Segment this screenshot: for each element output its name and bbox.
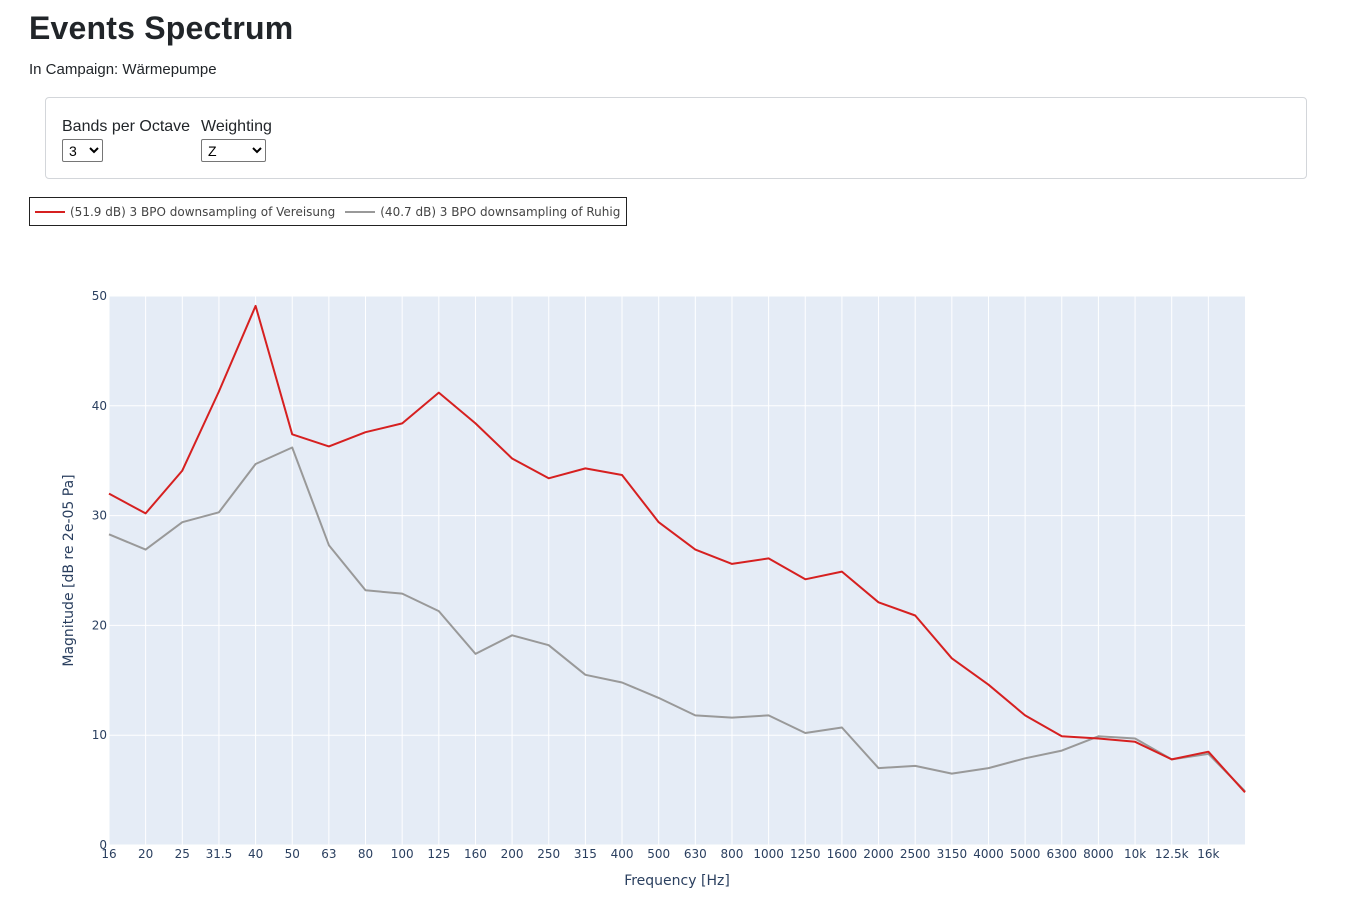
x-tick-label: 400 <box>611 847 634 861</box>
x-tick-label: 160 <box>464 847 487 861</box>
bands-per-octave-select[interactable]: 3 <box>62 139 103 162</box>
y-tick-label: 10 <box>92 728 107 742</box>
x-tick-label: 40 <box>248 847 263 861</box>
chart-legend: (51.9 dB) 3 BPO downsampling of Vereisun… <box>29 197 628 226</box>
x-tick-labels: 16 20 25 31.5 40 50 63 80 100 125 160 200 250 315 400 5… <box>101 847 1219 861</box>
x-tick-label: 20 <box>138 847 153 861</box>
legend-label-vereisung: (51.9 dB) 3 BPO downsampling of Vereisun… <box>70 204 336 219</box>
legend-swatch-vereisung <box>35 210 65 213</box>
x-tick-label: 100 <box>391 847 414 861</box>
y-tick-label: 30 <box>92 509 107 523</box>
y-tick-label: 40 <box>92 399 107 413</box>
y-tick-labels: 0 10 20 30 40 50 <box>92 289 107 852</box>
legend-swatch-ruhig <box>345 210 376 213</box>
series-lines <box>108 304 1246 793</box>
x-tick-label: 4000 <box>973 847 1004 861</box>
x-tick-label: 500 <box>647 847 670 861</box>
x-tick-label: 50 <box>285 847 300 861</box>
x-tick-label: 31.5 <box>206 847 233 861</box>
bands-per-octave-label: Bands per Octave <box>62 118 191 135</box>
page-title: Events Spectrum <box>29 10 294 46</box>
legend-label-ruhig: (40.7 dB) 3 BPO downsampling of Ruhig <box>380 204 621 219</box>
weighting-select[interactable]: Z <box>201 139 266 162</box>
x-tick-label: 1250 <box>790 847 821 861</box>
x-tick-label: 16k <box>1197 847 1219 861</box>
campaign-subtitle: In Campaign: Wärmepumpe <box>29 61 217 78</box>
x-tick-label: 5000 <box>1010 847 1041 861</box>
x-tick-label: 800 <box>721 847 744 861</box>
x-tick-label: 8000 <box>1083 847 1114 861</box>
x-tick-label: 25 <box>175 847 190 861</box>
weighting-control: Weighting Z <box>201 118 272 162</box>
x-tick-label: 63 <box>321 847 336 861</box>
x-tick-label: 80 <box>358 847 373 861</box>
x-tick-label: 12.5k <box>1155 847 1189 861</box>
plot-area <box>109 296 1245 845</box>
x-tick-label: 200 <box>501 847 524 861</box>
bands-per-octave-control: Bands per Octave 3 <box>62 118 190 162</box>
legend-item-vereisung[interactable]: (51.9 dB) 3 BPO downsampling of Vereisun… <box>35 205 335 219</box>
x-tick-label: 315 <box>574 847 597 861</box>
weighting-label: Weighting <box>201 118 272 135</box>
x-tick-label: 1000 <box>753 847 784 861</box>
y-axis-label: Magnitude [dB re 2e-05 Pa] <box>61 474 77 666</box>
x-tick-label: 6300 <box>1047 847 1078 861</box>
x-axis-label: Frequency [Hz] <box>624 873 730 889</box>
x-tick-label: 16 <box>101 847 116 861</box>
series-line-1[interactable] <box>108 446 1246 792</box>
x-tick-label: 2000 <box>863 847 894 861</box>
legend-item-ruhig[interactable]: (40.7 dB) 3 BPO downsampling of Ruhig <box>345 205 620 219</box>
x-tick-label: 1600 <box>827 847 858 861</box>
x-tick-label: 125 <box>427 847 450 861</box>
x-tick-label: 10k <box>1124 847 1146 861</box>
series-line-0[interactable] <box>108 304 1246 793</box>
x-tick-label: 2500 <box>900 847 931 861</box>
y-tick-label: 0 <box>99 838 107 852</box>
gridlines <box>108 295 1245 846</box>
y-tick-label: 20 <box>92 618 107 632</box>
controls-panel: Bands per Octave 3 Weighting Z <box>45 97 1307 179</box>
y-tick-label: 50 <box>92 289 107 303</box>
x-tick-label: 630 <box>684 847 707 861</box>
x-tick-label: 3150 <box>937 847 968 861</box>
x-tick-label: 250 <box>537 847 560 861</box>
